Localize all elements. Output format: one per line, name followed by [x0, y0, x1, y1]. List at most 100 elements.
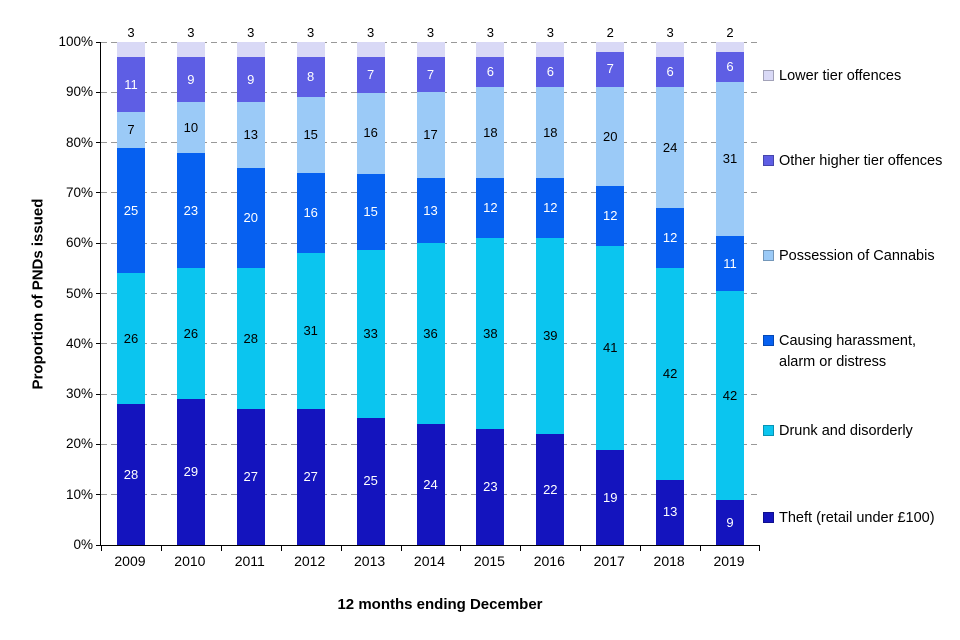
legend-label: Drunk and disorderly	[779, 423, 913, 439]
bar-segment	[536, 177, 565, 239]
x-tick-label: 2018	[653, 553, 685, 569]
bar-segment	[476, 429, 505, 545]
bar-segment	[236, 57, 265, 103]
x-axis-tick	[101, 546, 102, 551]
bar-segment	[176, 42, 205, 58]
bar-segment	[296, 172, 325, 254]
bar-segment	[716, 291, 745, 501]
bar-segment-label: 2	[726, 25, 734, 40]
bar-segment	[536, 87, 565, 178]
bar-segment	[596, 450, 625, 545]
legend-item: Other higher tier offences	[763, 151, 955, 172]
bar-segment	[176, 102, 205, 153]
legend-label: Possession of Cannabis	[779, 248, 935, 264]
bar-segment	[596, 42, 625, 52]
bar-segment	[296, 57, 325, 98]
x-tick-label: 2014	[413, 553, 446, 569]
bar-segment	[296, 253, 325, 410]
bar-segment	[416, 42, 445, 58]
legend-item: Possession of Cannabis	[763, 246, 955, 267]
y-axis-tick	[96, 293, 100, 294]
bar-segment	[416, 424, 445, 545]
x-tick-label: 2011	[234, 553, 265, 569]
bar-segment	[356, 417, 385, 545]
x-tick-label: 2010	[174, 553, 206, 569]
bar-segment	[656, 42, 685, 58]
bar-segment	[596, 51, 625, 87]
bar-segment	[716, 500, 745, 545]
bar-segment	[716, 42, 745, 52]
bar-segment	[476, 42, 505, 58]
legend-swatch-icon	[763, 250, 774, 261]
x-axis-tick	[221, 546, 222, 551]
bar-segment	[356, 250, 385, 418]
bar-segment	[296, 42, 325, 58]
bar-segment	[356, 92, 385, 175]
x-tick-label: 2012	[294, 553, 326, 569]
legend-swatch-icon	[763, 155, 774, 166]
y-axis-tick	[96, 91, 100, 93]
bar-segment-label: 3	[366, 25, 375, 40]
y-tick-label: 90%	[65, 84, 93, 100]
bar-segment	[596, 186, 625, 247]
bar-segment	[116, 57, 145, 113]
bar-segment	[476, 238, 505, 430]
x-tick-label: 2017	[593, 553, 625, 569]
bar-segment-label: 3	[187, 25, 195, 40]
legend: Lower tier offences Other higher tier off…	[763, 0, 958, 640]
bar-segment	[236, 102, 265, 168]
bar-segment	[356, 42, 385, 58]
y-axis-tick	[96, 544, 100, 546]
bar-segment	[716, 81, 745, 237]
bar-segment	[536, 42, 565, 58]
x-axis-tick	[759, 546, 760, 551]
bar-segment	[476, 87, 505, 178]
bar-segment	[476, 57, 505, 88]
y-axis-tick	[96, 192, 100, 194]
y-tick-label: 20%	[65, 436, 93, 452]
y-tick-label: 10%	[65, 486, 93, 502]
legend-item: Lower tier offences	[763, 66, 955, 87]
bar-segment	[536, 57, 565, 88]
y-axis-tick	[96, 443, 100, 445]
bar-segment-label: 3	[666, 25, 674, 40]
bar-segment	[656, 87, 685, 208]
bar-segment	[116, 273, 145, 405]
bar-segment	[596, 246, 625, 451]
bar-segment	[116, 112, 145, 148]
legend-item: Theft (retail under £100)	[763, 508, 955, 529]
bar-segment	[236, 42, 265, 58]
bar-segment	[116, 42, 145, 58]
x-axis-tick	[341, 546, 342, 551]
bar-segment	[416, 92, 445, 178]
x-axis-title: 12 months ending December	[337, 596, 543, 613]
x-tick-label: 2019	[713, 553, 745, 569]
x-axis-tick	[700, 546, 701, 551]
bar-segment	[536, 238, 565, 435]
y-axis-tick	[96, 343, 100, 345]
y-tick-label: 50%	[65, 285, 93, 301]
bar-segment	[536, 434, 565, 545]
y-axis-tick	[96, 393, 100, 395]
x-tick-label: 2013	[354, 553, 386, 569]
bar-segment	[236, 268, 265, 410]
y-tick-label: 40%	[65, 335, 93, 351]
y-axis-tick	[96, 494, 100, 496]
legend-label: Other higher tier offences	[779, 153, 943, 169]
legend-label: Theft (retail under £100)	[779, 510, 935, 526]
legend-swatch-icon	[763, 335, 774, 346]
y-tick-label: 100%	[58, 34, 93, 49]
bar-segment-label: 3	[486, 25, 495, 40]
bar-segment	[116, 404, 145, 545]
bar-segment	[296, 409, 325, 545]
bar-segment-label: 3	[307, 25, 315, 40]
bar-segment	[716, 236, 745, 291]
legend-swatch-icon	[763, 425, 774, 436]
bar-segment-label: 3	[546, 25, 554, 40]
bar-segment-label: 3	[247, 25, 255, 40]
bar-segment	[476, 177, 505, 239]
bar-segment	[656, 57, 685, 88]
y-tick-label: 80%	[65, 134, 93, 150]
bar-segment	[656, 268, 685, 480]
y-tick-label: 70%	[65, 184, 93, 200]
